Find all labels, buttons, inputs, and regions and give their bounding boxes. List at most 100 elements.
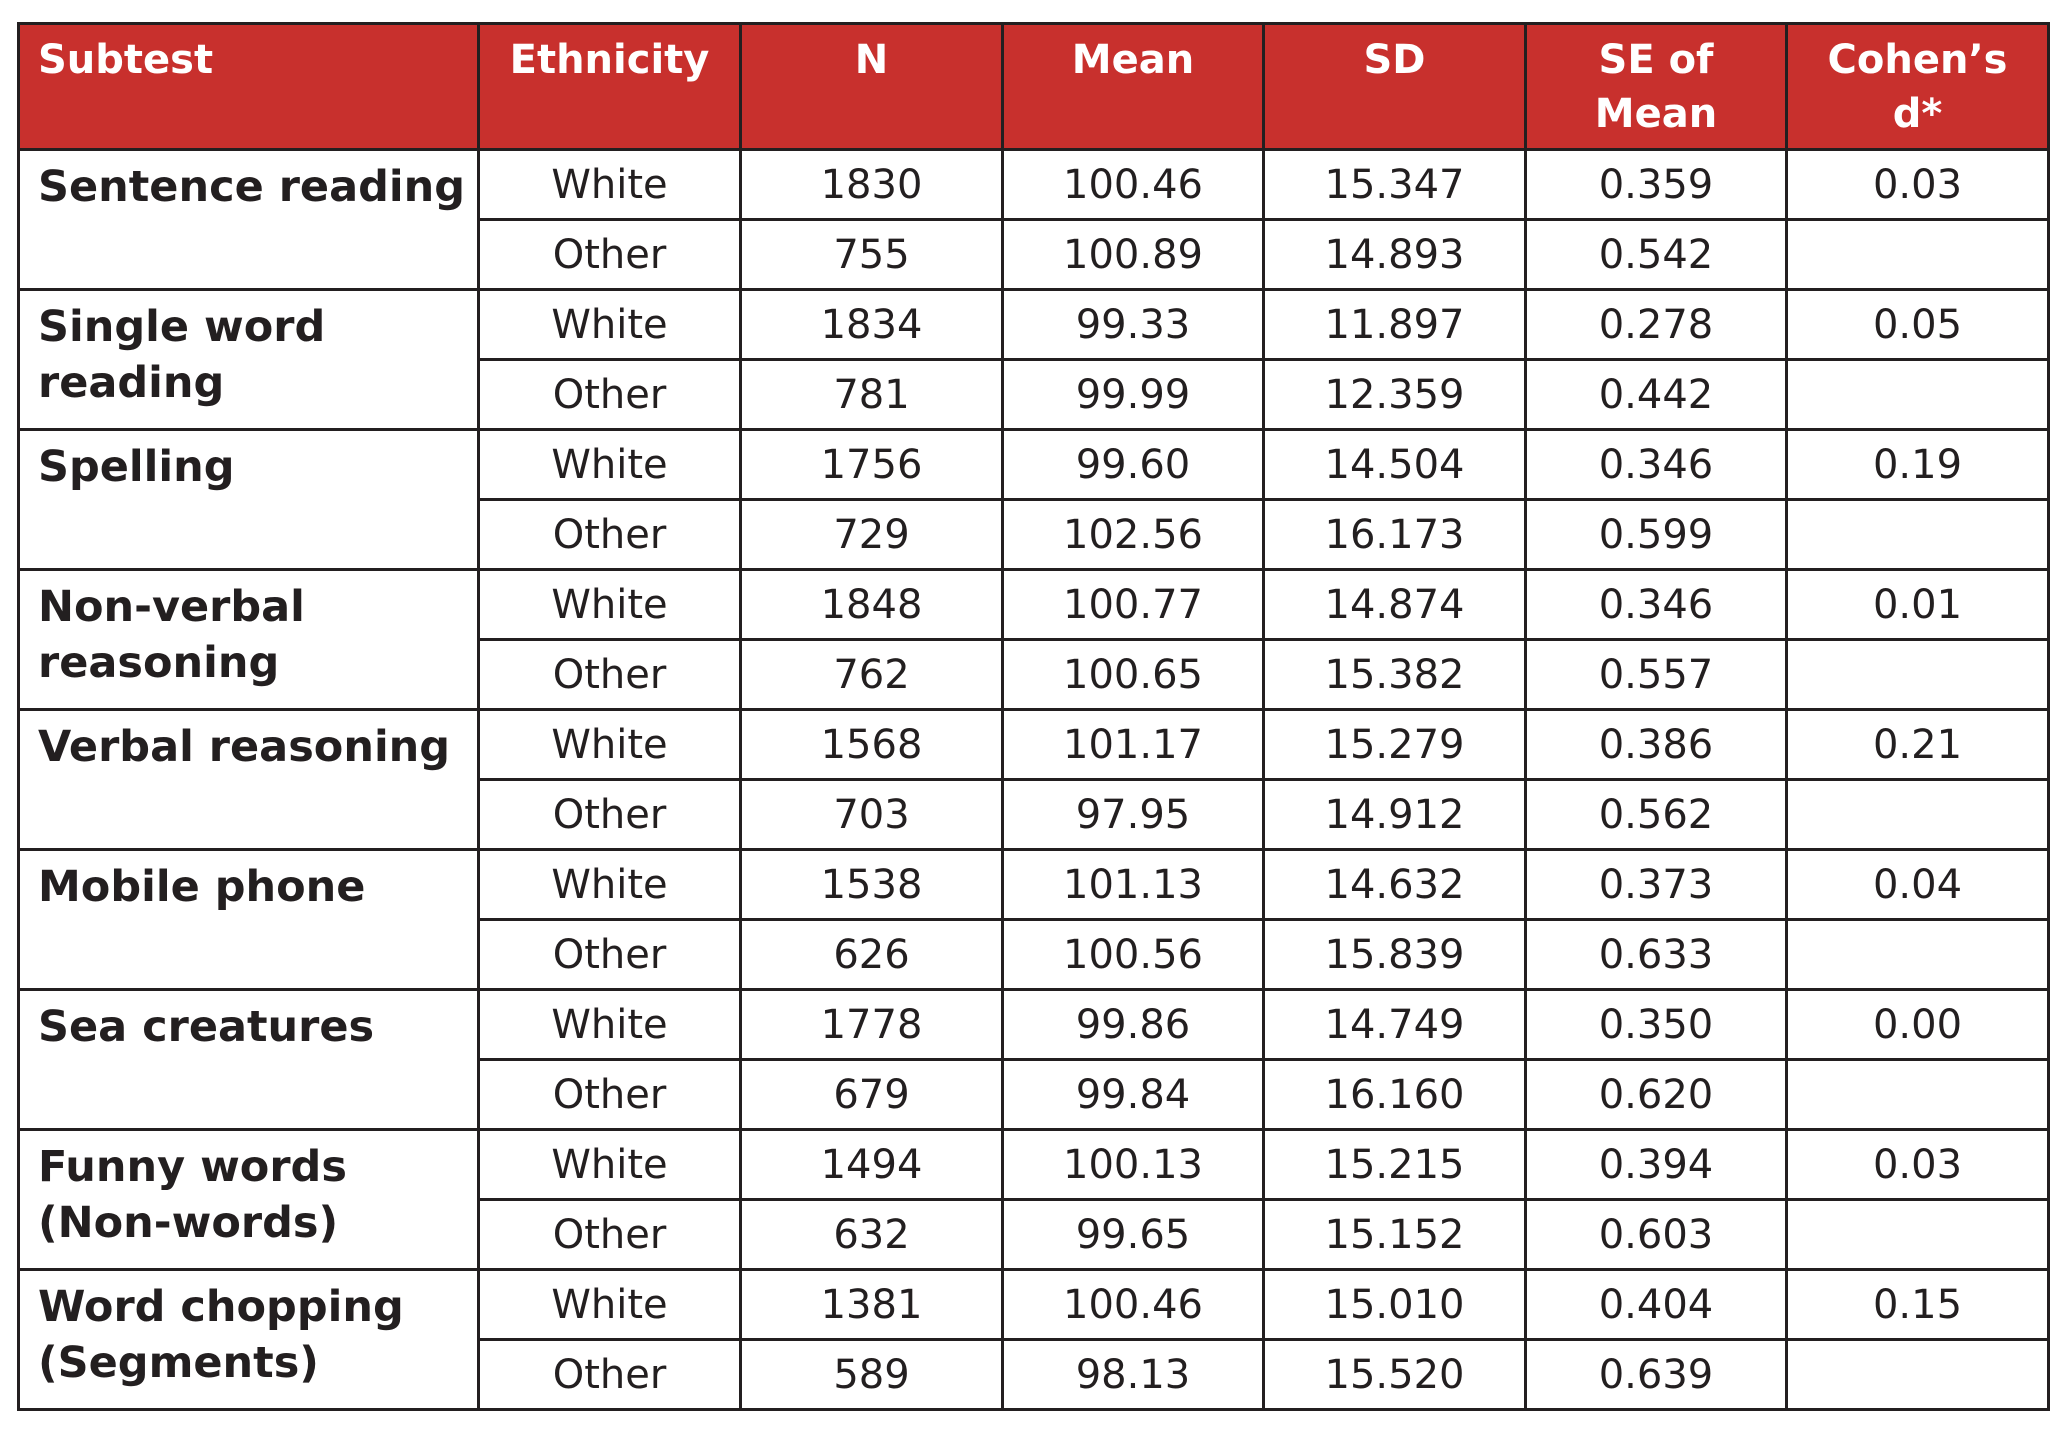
ethnicity-cell: White — [477, 708, 742, 781]
ethnicity-cell: White — [477, 848, 742, 921]
n-cell: 626 — [739, 918, 1004, 991]
cohens-d-cell: 0.01 — [1785, 568, 2050, 641]
n-cell: 1494 — [739, 1128, 1004, 1201]
mean-cell: 99.65 — [1001, 1198, 1265, 1271]
n-cell: 729 — [739, 498, 1004, 571]
subtest-label: Mobile phone — [17, 848, 480, 991]
mean-cell: 100.56 — [1001, 918, 1265, 991]
se-mean-cell: 0.386 — [1524, 708, 1788, 781]
table-row: Sentence reading White 1830 100.46 15.347 0.3… — [17, 148, 2050, 291]
se-mean-cell: 0.442 — [1524, 358, 1788, 431]
mean-cell: 101.17 — [1001, 708, 1265, 781]
se-mean-cell: 0.346 — [1524, 428, 1788, 501]
header-sd: SD — [1262, 22, 1527, 151]
mean-cell: 100.46 — [1001, 1268, 1265, 1341]
se-mean-cell: 0.394 — [1524, 1128, 1788, 1201]
table-row: Other 755 100.89 14.893 0.542 — [19, 218, 2050, 291]
header-n: N — [739, 22, 1004, 151]
sd-cell: 15.839 — [1262, 918, 1527, 991]
ethnicity-cell: White — [477, 1268, 742, 1341]
table-row: Other 781 99.99 12.359 0.442 — [19, 358, 2050, 431]
table-row: Other 762 100.65 15.382 0.557 — [19, 638, 2050, 711]
table-row: Non-verbal reasoning White 1848 100.77 14.87… — [17, 568, 2050, 711]
ethnicity-cell: Other — [477, 1338, 742, 1411]
ethnicity-cell: White — [477, 148, 742, 221]
mean-cell: 102.56 — [1001, 498, 1265, 571]
cohens-d-empty-cell — [1785, 1338, 2050, 1411]
mean-cell: 100.77 — [1001, 568, 1265, 641]
cohens-d-empty-cell — [1785, 918, 2050, 991]
se-mean-cell: 0.599 — [1524, 498, 1788, 571]
sd-cell: 14.632 — [1262, 848, 1527, 921]
cohens-d-empty-cell — [1785, 498, 2050, 571]
subtest-label: Funny words (Non-words) — [17, 1128, 480, 1271]
n-cell: 1778 — [739, 988, 1004, 1061]
cohens-d-cell: 0.19 — [1785, 428, 2050, 501]
n-cell: 1381 — [739, 1268, 1004, 1341]
cohens-d-empty-cell — [1785, 1058, 2050, 1131]
ethnicity-cell: Other — [477, 358, 742, 431]
ethnicity-cell: Other — [477, 638, 742, 711]
subtest-label: Sentence reading — [17, 148, 480, 291]
mean-cell: 99.84 — [1001, 1058, 1265, 1131]
n-cell: 1848 — [739, 568, 1004, 641]
subtest-label: Single word reading — [17, 288, 480, 431]
se-mean-cell: 0.633 — [1524, 918, 1788, 991]
subtest-label: Sea creatures — [17, 988, 480, 1131]
ethnicity-stats-table: Subtest Ethnicity N Mean SD SE of Mean C… — [17, 22, 2050, 1411]
cohens-d-cell: 0.05 — [1785, 288, 2050, 361]
table-row: Mobile phone White 1538 101.13 14.632 0.373 0.… — [17, 848, 2050, 991]
cohens-d-empty-cell — [1785, 218, 2050, 291]
ethnicity-cell: Other — [477, 218, 742, 291]
sd-cell: 14.874 — [1262, 568, 1527, 641]
se-mean-cell: 0.404 — [1524, 1268, 1788, 1341]
table-row: Other 679 99.84 16.160 0.620 — [19, 1058, 2050, 1131]
n-cell: 1834 — [739, 288, 1004, 361]
sd-cell: 15.279 — [1262, 708, 1527, 781]
ethnicity-cell: White — [477, 1128, 742, 1201]
se-mean-cell: 0.359 — [1524, 148, 1788, 221]
sd-cell: 11.897 — [1262, 288, 1527, 361]
se-mean-cell: 0.557 — [1524, 638, 1788, 711]
ethnicity-cell: Other — [477, 498, 742, 571]
sd-cell: 14.504 — [1262, 428, 1527, 501]
table-row: Spelling White 1756 99.60 14.504 0.346 0.19 — [17, 428, 2050, 571]
cohens-d-cell: 0.15 — [1785, 1268, 2050, 1341]
sd-cell: 12.359 — [1262, 358, 1527, 431]
mean-cell: 99.86 — [1001, 988, 1265, 1061]
table-row: Single word reading White 1834 99.33 11.897 0… — [17, 288, 2050, 431]
n-cell: 1538 — [739, 848, 1004, 921]
cohens-d-cell: 0.04 — [1785, 848, 2050, 921]
header-cohens-d: Cohen’s d* — [1785, 22, 2050, 151]
sd-cell: 16.173 — [1262, 498, 1527, 571]
header-subtest: Subtest — [17, 22, 480, 151]
se-mean-cell: 0.373 — [1524, 848, 1788, 921]
mean-cell: 99.60 — [1001, 428, 1265, 501]
subtest-label: Word chopping (Segments) — [17, 1268, 480, 1411]
table-row: Other 632 99.65 15.152 0.603 — [19, 1198, 2050, 1271]
cohens-d-empty-cell — [1785, 638, 2050, 711]
cohens-d-cell: 0.03 — [1785, 148, 2050, 221]
sd-cell: 16.160 — [1262, 1058, 1527, 1131]
sd-cell: 15.215 — [1262, 1128, 1527, 1201]
cohens-d-cell: 0.00 — [1785, 988, 2050, 1061]
mean-cell: 100.46 — [1001, 148, 1265, 221]
cohens-d-empty-cell — [1785, 358, 2050, 431]
mean-cell: 101.13 — [1001, 848, 1265, 921]
table-row: Other 626 100.56 15.839 0.633 — [19, 918, 2050, 991]
se-mean-cell: 0.542 — [1524, 218, 1788, 291]
header-se-of-mean: SE of Mean — [1524, 22, 1788, 151]
mean-cell: 99.99 — [1001, 358, 1265, 431]
n-cell: 632 — [739, 1198, 1004, 1271]
sd-cell: 15.520 — [1262, 1338, 1527, 1411]
subtest-label: Non-verbal reasoning — [17, 568, 480, 711]
ethnicity-cell: White — [477, 428, 742, 501]
ethnicity-cell: White — [477, 988, 742, 1061]
mean-cell: 100.65 — [1001, 638, 1265, 711]
table-row: Funny words (Non-words) White 1494 100.13 15… — [17, 1128, 2050, 1271]
header-row: Subtest Ethnicity N Mean SD SE of Mean C… — [17, 22, 2050, 151]
n-cell: 762 — [739, 638, 1004, 711]
ethnicity-cell: Other — [477, 1198, 742, 1271]
table-row: Other 589 98.13 15.520 0.639 — [19, 1338, 2050, 1411]
se-mean-cell: 0.278 — [1524, 288, 1788, 361]
